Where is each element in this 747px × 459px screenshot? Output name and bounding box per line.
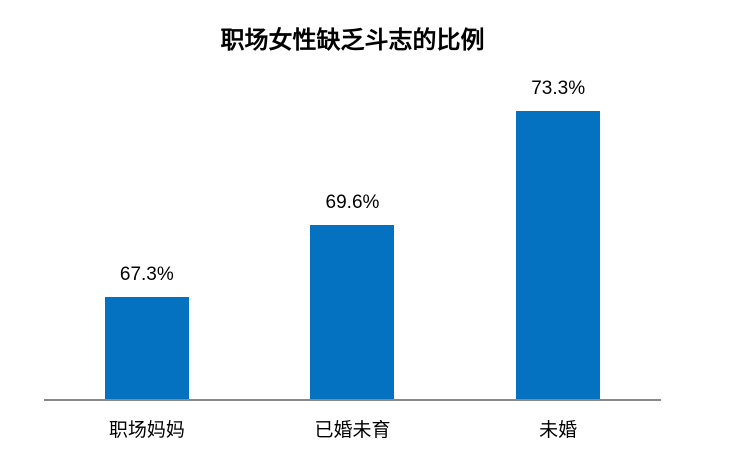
category-label: 职场妈妈 [108, 420, 185, 441]
plot-area: 67.3% 职场妈妈 69.6% 已婚未育 73.3% 未婚 [44, 78, 661, 441]
bar-value-label: 73.3% [531, 78, 586, 99]
bar-value-label: 67.3% [119, 264, 174, 285]
category-label: 已婚未育 [314, 420, 391, 441]
bar [310, 225, 395, 399]
bar [104, 297, 189, 399]
bar-group: 67.3% 职场妈妈 [44, 89, 250, 441]
bar [516, 111, 601, 399]
x-axis-line [44, 399, 661, 401]
bar-value-label: 69.6% [325, 192, 380, 213]
category-label: 未婚 [539, 420, 578, 441]
chart-title: 职场女性缺乏斗志的比例 [220, 27, 485, 54]
bar-group: 69.6% 已婚未育 [250, 89, 456, 441]
bar-group: 73.3% 未婚 [455, 78, 661, 441]
